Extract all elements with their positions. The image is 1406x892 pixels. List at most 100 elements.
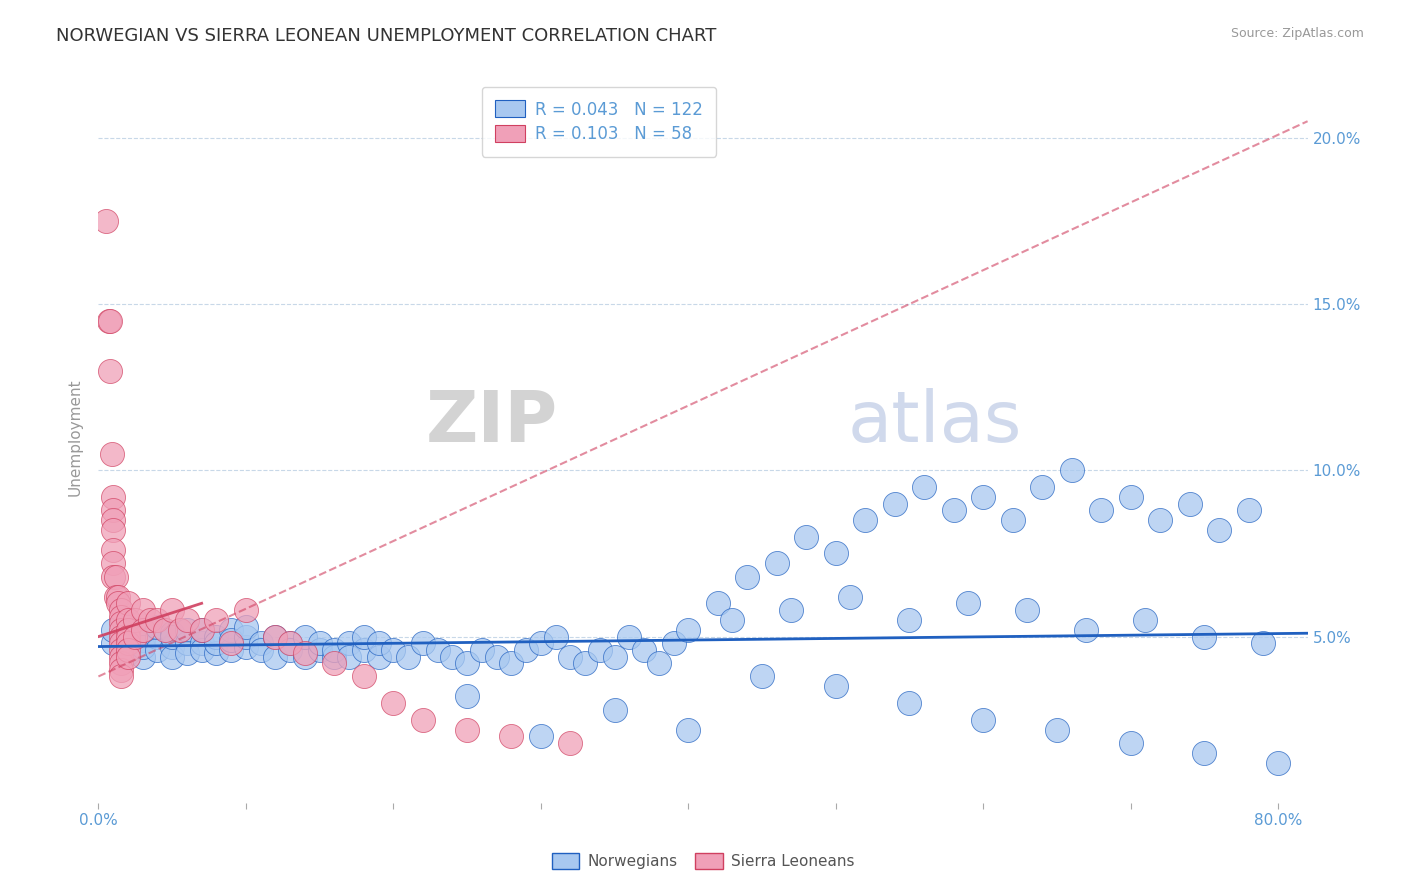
Point — [456, 690, 478, 704]
Point — [94, 214, 117, 228]
Point — [485, 649, 508, 664]
Point — [160, 630, 183, 644]
Point — [105, 590, 128, 604]
Point — [412, 636, 434, 650]
Point — [190, 623, 212, 637]
Point — [110, 643, 132, 657]
Point — [146, 630, 169, 644]
Point — [530, 636, 553, 650]
Point — [190, 623, 212, 637]
Point — [353, 669, 375, 683]
Point — [1178, 497, 1201, 511]
Point — [219, 643, 242, 657]
Point — [323, 656, 346, 670]
Point — [101, 513, 124, 527]
Point — [101, 636, 124, 650]
Point — [308, 643, 330, 657]
Point — [426, 643, 449, 657]
Point — [190, 636, 212, 650]
Point — [337, 636, 360, 650]
Point — [839, 590, 862, 604]
Point — [110, 603, 132, 617]
Point — [853, 513, 876, 527]
Point — [101, 623, 124, 637]
Point — [101, 490, 124, 504]
Point — [131, 632, 153, 647]
Point — [1090, 503, 1112, 517]
Point — [619, 630, 641, 644]
Point — [648, 656, 671, 670]
Point — [382, 696, 405, 710]
Point — [603, 703, 626, 717]
Legend: R = 0.043   N = 122, R = 0.103   N = 58: R = 0.043 N = 122, R = 0.103 N = 58 — [482, 87, 716, 157]
Legend: Norwegians, Sierra Leoneans: Norwegians, Sierra Leoneans — [546, 847, 860, 875]
Point — [780, 603, 803, 617]
Point — [1194, 630, 1216, 644]
Point — [678, 623, 700, 637]
Y-axis label: Unemployment: Unemployment — [67, 378, 83, 496]
Point — [560, 736, 582, 750]
Point — [110, 623, 132, 637]
Point — [176, 636, 198, 650]
Point — [1119, 490, 1142, 504]
Point — [160, 640, 183, 654]
Point — [1208, 523, 1230, 537]
Point — [1194, 746, 1216, 760]
Point — [278, 636, 301, 650]
Point — [219, 636, 242, 650]
Point — [98, 363, 121, 377]
Point — [107, 590, 129, 604]
Point — [883, 497, 905, 511]
Point — [110, 630, 132, 644]
Point — [1237, 503, 1260, 517]
Point — [105, 570, 128, 584]
Point — [735, 570, 758, 584]
Point — [176, 613, 198, 627]
Point — [117, 613, 139, 627]
Point — [824, 546, 846, 560]
Point — [264, 630, 287, 644]
Point — [1267, 756, 1289, 770]
Point — [100, 447, 122, 461]
Point — [264, 630, 287, 644]
Point — [146, 613, 169, 627]
Point — [456, 656, 478, 670]
Point — [501, 729, 523, 743]
Point — [501, 656, 523, 670]
Point — [367, 636, 389, 650]
Point — [110, 616, 132, 631]
Point — [131, 640, 153, 654]
Point — [153, 623, 176, 637]
Point — [574, 656, 596, 670]
Point — [353, 643, 375, 657]
Point — [101, 503, 124, 517]
Point — [110, 636, 132, 650]
Point — [1135, 613, 1157, 627]
Point — [235, 603, 257, 617]
Point — [131, 623, 153, 637]
Point — [382, 643, 405, 657]
Point — [160, 626, 183, 640]
Point — [544, 630, 567, 644]
Point — [337, 649, 360, 664]
Point — [662, 636, 685, 650]
Point — [98, 314, 121, 328]
Point — [131, 649, 153, 664]
Point — [824, 680, 846, 694]
Point — [706, 596, 728, 610]
Point — [110, 656, 132, 670]
Point — [146, 643, 169, 657]
Point — [249, 636, 271, 650]
Point — [294, 646, 316, 660]
Point — [264, 649, 287, 664]
Point — [898, 613, 921, 627]
Point — [1046, 723, 1069, 737]
Point — [117, 636, 139, 650]
Text: ZIP: ZIP — [426, 388, 558, 457]
Point — [97, 314, 120, 328]
Point — [110, 669, 132, 683]
Point — [235, 619, 257, 633]
Point — [117, 619, 139, 633]
Point — [124, 630, 146, 644]
Point — [107, 596, 129, 610]
